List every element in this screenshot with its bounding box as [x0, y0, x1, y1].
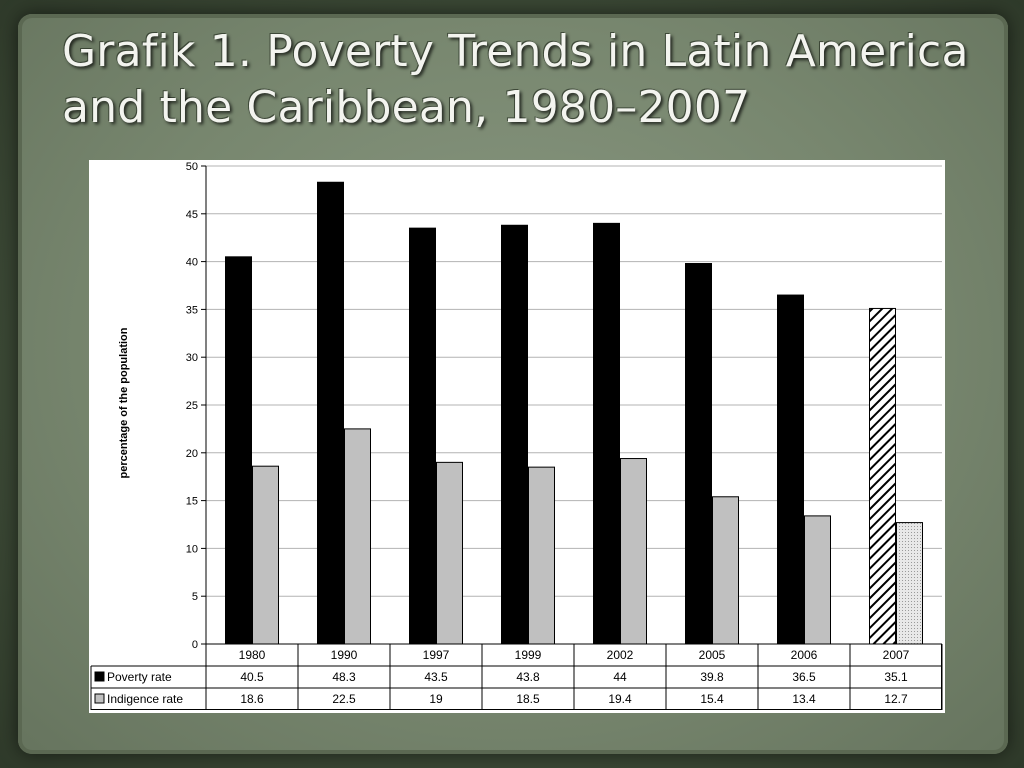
y-tick-label: 45 [186, 209, 198, 221]
poverty-rate-bar [409, 227, 436, 645]
table-value: 35.1 [884, 670, 908, 684]
poverty-rate-bar [685, 263, 712, 645]
poverty-rate-bar [777, 294, 804, 645]
y-axis-label: percentage of the population [118, 327, 130, 478]
legend-indigence-rate-swatch [94, 693, 105, 704]
poverty-rate-bar [593, 222, 620, 645]
y-tick-label: 25 [186, 400, 198, 412]
poverty-rate-bar [501, 224, 528, 645]
legend-poverty-rate-label: Poverty rate [107, 670, 172, 684]
indigence-rate-bar [712, 496, 739, 645]
table-value: 18.5 [516, 692, 540, 706]
y-tick-label: 15 [186, 496, 198, 508]
chart-panel: 0 5 10 15 20 25 30 35 40 45 50 1980 1990 1997 1999 200… [89, 160, 945, 713]
legend-poverty-rate-swatch [94, 671, 105, 682]
slide-title-line-1: Grafik 1. Poverty Trends in Latin Americ… [62, 26, 969, 77]
y-tick-label: 0 [192, 639, 198, 651]
table-value: 13.4 [792, 692, 816, 706]
x-category-label: 2002 [607, 648, 634, 662]
table-value: 44 [613, 670, 627, 684]
table-value: 15.4 [700, 692, 724, 706]
indigence-rate-bar [252, 465, 279, 645]
indigence-rate-bar [344, 428, 371, 645]
table-value: 22.5 [332, 692, 356, 706]
table-value: 43.5 [424, 670, 448, 684]
indigence-rate-bar [436, 461, 463, 645]
indigence-rate-bar [620, 458, 647, 645]
x-category-label: 2006 [791, 648, 818, 662]
indigence-rate-bar [528, 466, 555, 645]
table-value: 19.4 [608, 692, 632, 706]
indigence-rate-bar [896, 522, 923, 645]
table-value: 43.8 [516, 670, 540, 684]
slide-title: Grafik 1. Poverty Trends in Latin Americ… [62, 24, 1002, 136]
slide-title-line-2: and the Caribbean, 1980–2007 [62, 82, 751, 133]
table-value: 36.5 [792, 670, 816, 684]
x-category-label: 2005 [699, 648, 726, 662]
y-tick-label: 40 [186, 257, 198, 269]
y-tick-label: 50 [186, 161, 198, 173]
x-category-label: 1999 [515, 648, 542, 662]
y-tick-label: 30 [186, 352, 198, 364]
poverty-rate-bar [317, 181, 344, 645]
x-category-label: 1997 [423, 648, 450, 662]
table-value: 18.6 [240, 692, 264, 706]
x-category-label: 1980 [239, 648, 266, 662]
y-tick-label: 35 [186, 304, 198, 316]
table-value: 48.3 [332, 670, 356, 684]
legend-indigence-rate-label: Indigence rate [107, 692, 183, 706]
indigence-rate-bar [804, 515, 831, 645]
table-value: 39.8 [700, 670, 724, 684]
y-tick-label: 5 [192, 591, 198, 603]
y-tick-label: 20 [186, 448, 198, 460]
table-value: 12.7 [884, 692, 908, 706]
bar-chart: 0 5 10 15 20 25 30 35 40 45 50 1980 1990 1997 1999 200… [90, 161, 943, 710]
x-category-label: 1990 [331, 648, 358, 662]
y-tick-label: 10 [186, 543, 198, 555]
x-category-label: 2007 [883, 648, 910, 662]
table-value: 40.5 [240, 670, 264, 684]
poverty-rate-bar [225, 256, 252, 645]
table-value: 19 [429, 692, 443, 706]
poverty-rate-bar [869, 307, 896, 645]
